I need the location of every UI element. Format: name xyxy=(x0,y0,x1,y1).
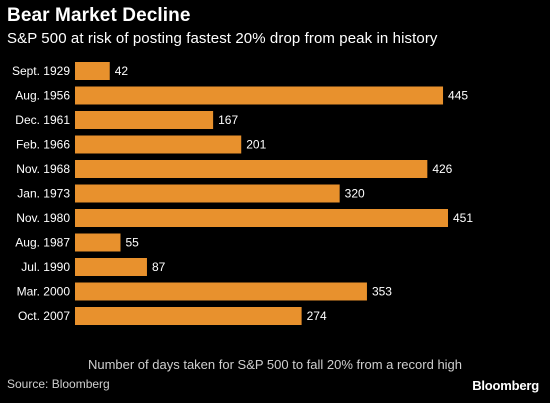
category-label: Nov. 1968 xyxy=(16,162,70,176)
bar xyxy=(75,282,367,301)
source-note: Source: Bloomberg xyxy=(7,377,110,391)
category-label: Nov. 1980 xyxy=(16,211,70,225)
bar xyxy=(75,307,302,325)
value-label: 445 xyxy=(448,89,468,103)
bar xyxy=(75,111,214,129)
chart-title: Bear Market Decline xyxy=(7,5,191,26)
chart-subtitle: S&P 500 at risk of posting fastest 20% d… xyxy=(7,30,438,47)
bar xyxy=(75,86,444,105)
bar xyxy=(75,209,448,227)
value-label: 167 xyxy=(218,113,238,127)
value-label: 42 xyxy=(115,64,129,78)
category-label: Oct. 2007 xyxy=(18,309,70,323)
category-label: Jan. 1973 xyxy=(17,187,70,201)
bar xyxy=(75,233,121,252)
bloomberg-logo: Bloomberg xyxy=(472,378,539,393)
category-label: Jul. 1990 xyxy=(21,260,70,274)
bar-chart: Sept. 1929 42 Aug. 1956 445 Dec. 1961 167 Feb.… xyxy=(12,62,473,325)
value-label: 274 xyxy=(307,309,327,323)
category-label: Aug. 1956 xyxy=(15,89,70,103)
category-label: Aug. 1987 xyxy=(15,236,70,250)
value-label: 353 xyxy=(372,285,392,299)
value-label: 87 xyxy=(152,260,166,274)
bar xyxy=(75,258,147,276)
category-label: Feb. 1966 xyxy=(16,138,70,152)
bar xyxy=(75,160,428,178)
axis-note: Number of days taken for S&P 500 to fall… xyxy=(87,357,463,372)
bar xyxy=(75,62,110,80)
value-label: 451 xyxy=(453,211,473,225)
category-label: Sept. 1929 xyxy=(12,64,70,78)
category-label: Mar. 2000 xyxy=(17,285,71,299)
bar xyxy=(75,135,242,154)
value-label: 55 xyxy=(125,236,139,250)
value-label: 201 xyxy=(246,138,266,152)
value-label: 320 xyxy=(345,187,365,201)
value-label: 426 xyxy=(432,162,452,176)
bar xyxy=(75,184,340,203)
category-label: Dec. 1961 xyxy=(15,113,70,127)
